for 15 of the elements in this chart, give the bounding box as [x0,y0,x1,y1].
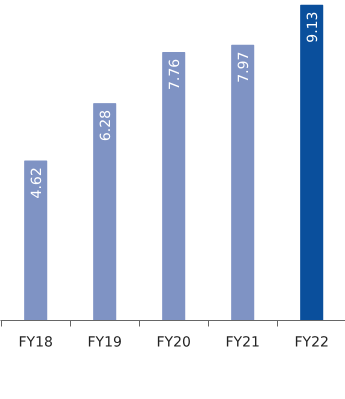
x-tick-label: FY22 [294,334,329,350]
data-label: 7.97 [236,52,252,83]
bar [300,4,324,320]
x-tick-label: FY21 [225,334,260,350]
data-label: 6.28 [98,110,114,142]
x-tick-label: FY19 [87,334,122,350]
data-label: 7.76 [167,58,184,90]
bar [162,52,186,320]
x-tick-label: FY18 [18,334,53,350]
bar [93,103,116,320]
bar [24,160,48,320]
bar [231,44,254,320]
x-tick-label: FY20 [156,334,191,350]
data-label: 9.13 [305,12,322,43]
data-label: 4.62 [29,167,46,198]
